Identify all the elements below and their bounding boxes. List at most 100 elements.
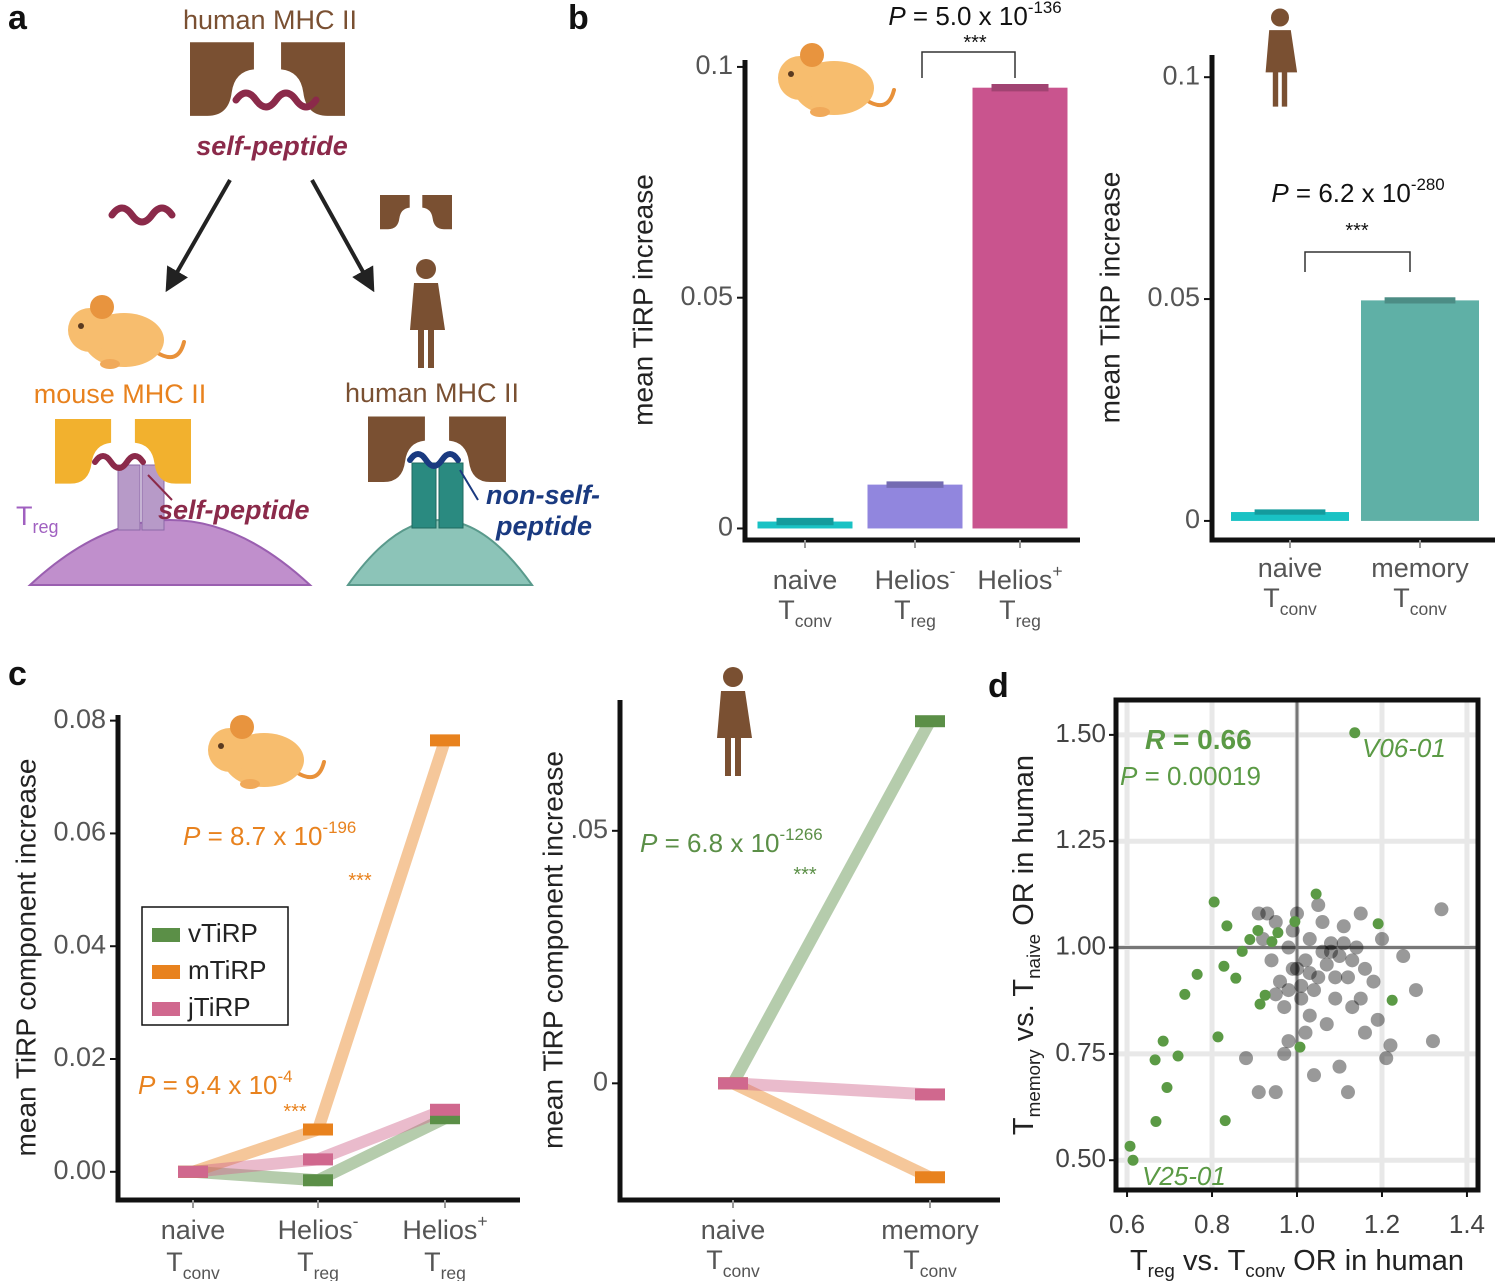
panel-label: a [8,0,28,37]
y-tick-label: 0.04 [53,929,106,959]
point [1302,1008,1317,1023]
y-tick-label: 0.05 [1147,282,1200,312]
text-part: memory [1023,1049,1044,1118]
text-part: P [1120,761,1138,791]
point [1302,966,1317,981]
point [1302,932,1317,947]
point [1306,983,1321,998]
annotation: P = 9.4 x 10-4 [138,1067,293,1100]
point [1294,978,1309,993]
error-bar [776,517,834,526]
text-part: R [1145,724,1166,755]
point [1124,1140,1136,1152]
y-tick-label: 0.1 [1162,60,1200,90]
text-part: T [999,595,1016,625]
point [1285,923,1300,938]
text-part: V06-01 [1362,733,1446,763]
diagram-label: Treg [16,501,59,537]
point [1386,994,1398,1006]
text-part: Helios [977,565,1052,595]
y-axis-title: mean TiRP increase [1094,172,1125,424]
point [1172,1050,1184,1062]
text-part: Helios [875,565,950,595]
text-part: *** [283,1101,307,1123]
point [1268,987,1283,1002]
text-part: self-peptide [158,495,310,525]
text-part: = 0.00019 [1137,761,1261,791]
y-axis-title: Tmemory vs. Tnaive OR in human [1008,755,1045,1135]
text-part: human MHC II [183,5,357,35]
text-part: -280 [1411,175,1445,194]
diagram-label: human MHC II [345,378,519,408]
text-part: naive [1023,934,1044,979]
person-icon [1265,8,1298,107]
legend-label: jTiRP [187,992,251,1022]
panel-label: d [988,667,1009,705]
point [1315,944,1330,959]
marker [303,1123,333,1136]
y-tick-label: 1.50 [1055,718,1106,748]
point [1218,960,1230,972]
text-part: - [950,561,956,581]
point [1357,1025,1372,1040]
y-tick-label: 0.08 [53,704,106,734]
text-part: vs. T [1008,979,1040,1050]
y-tick-label: 1.25 [1055,824,1106,854]
point [1345,1000,1360,1015]
text-part: memory [881,1215,979,1245]
x-tick-label: Helios+ [977,561,1062,595]
text-part: naive [701,1215,766,1245]
receptor [117,464,141,531]
text-part: T [1393,583,1410,613]
point [1340,1085,1355,1100]
diagram-label: self-peptide [158,495,310,525]
pointer [147,474,173,501]
text-part: *** [963,32,987,54]
text-part: conv [920,1261,957,1281]
x-tick-label: Tconv [1263,583,1317,619]
text-part: T [1263,583,1280,613]
x-tick-label: 1.2 [1364,1209,1400,1239]
text-part: = 5.0 x 10 [906,1,1028,31]
x-tick-label: Tconv [1393,583,1447,619]
mouse-icon [66,293,186,370]
point [1372,918,1384,930]
annotation: P = 6.8 x 10-1266 [640,825,823,858]
text-part: conv [723,1261,760,1281]
x-tick-label: naive [701,1215,766,1245]
mhc-icon [368,416,506,483]
point [1294,1041,1306,1053]
panel-label: b [568,0,589,37]
point [1323,944,1338,959]
annotation: P = 0.00019 [1120,761,1261,791]
bar [867,484,963,529]
annotation: P = 6.2 x 10-280 [1271,175,1444,208]
text-part: T [1008,1117,1040,1135]
point [1277,1000,1292,1015]
point [1425,1034,1440,1049]
point [1149,1054,1161,1066]
legend-label: vTiRP [188,918,258,948]
point [1191,968,1203,980]
point [1289,916,1301,928]
x-tick-label: naive [1258,553,1323,583]
text-part: mouse MHC II [34,379,207,409]
text-part: conv [183,1263,220,1281]
marker [178,1165,208,1178]
x-tick-label: Treg [424,1247,466,1281]
text-part: reg [33,517,59,537]
diagram-label: self-peptide [196,131,348,161]
text-part: -1266 [780,825,823,844]
diagram: human MHC II self-peptide mouse MHC II T… [16,5,600,586]
text-part: reg [1016,611,1041,631]
point [1366,974,1381,989]
legend-swatch [152,1002,180,1016]
point [1221,920,1233,932]
bracket [1304,251,1411,272]
annotation: P = 8.7 x 10-196 [183,818,356,851]
marker [915,715,945,728]
y-tick-label: 1.00 [1055,930,1106,960]
text-part: + [477,1211,487,1231]
point [1285,961,1300,976]
x-tick-label: Helios- [278,1211,359,1245]
